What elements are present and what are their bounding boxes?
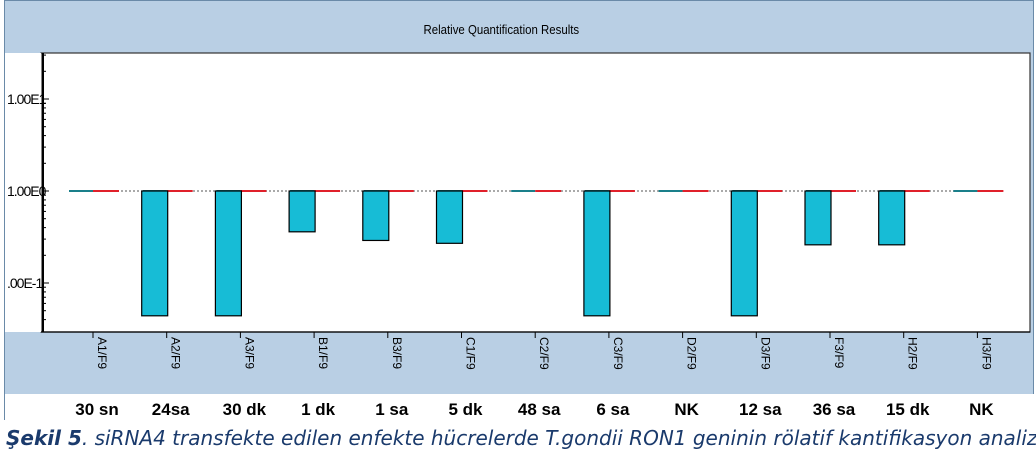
plot-area <box>40 52 1031 333</box>
x-tick-label: C3/F9 <box>611 337 625 370</box>
bottom-label: 36 sa <box>813 400 856 419</box>
bottom-label: 12 sa <box>739 400 782 419</box>
bar <box>362 190 390 242</box>
x-tick-label: B3/F9 <box>390 337 404 369</box>
bottom-label: 1 sa <box>375 400 409 419</box>
bottom-label: 6 sa <box>596 400 630 419</box>
x-tick-label: H2/F9 <box>906 337 920 370</box>
bottom-label: 1 dk <box>301 400 336 419</box>
caption-text: . siRNA4 transfekte edilen enfekte hücre… <box>81 426 1036 450</box>
bottom-label: 48 sa <box>518 400 561 419</box>
x-tick-label: A3/F9 <box>242 337 256 369</box>
bar <box>583 190 611 317</box>
bar <box>878 190 906 246</box>
x-tick-label: D2/F9 <box>685 337 699 370</box>
x-tick-label: C1/F9 <box>464 337 478 370</box>
x-tick-label: D3/F9 <box>758 337 772 370</box>
bars <box>141 190 906 317</box>
y-tick-label: 1.00E0 <box>7 183 47 199</box>
bar <box>435 190 464 244</box>
bar <box>141 190 169 317</box>
figure-caption: Şekil 5. siRNA4 transfekte edilen enfekt… <box>6 426 1036 450</box>
bottom-labels: 30 sn 24sa 30 dk 1 dk 1 sa 5 dk 48 sa 6 sa NK 12 … <box>75 400 994 419</box>
y-axis-label-strip <box>5 53 41 332</box>
bottom-label: 24sa <box>152 400 190 419</box>
y-tick-label: .00E-1 <box>7 275 43 291</box>
bottom-label-strip <box>5 394 1035 421</box>
bottom-label: 15 dk <box>886 400 930 419</box>
x-tick-label: F3/F9 <box>832 337 846 369</box>
x-tick-label: A1/F9 <box>95 337 109 369</box>
x-tick-label: C2/F9 <box>537 337 551 370</box>
bottom-label: NK <box>674 400 699 419</box>
bottom-label: NK <box>969 400 994 419</box>
x-tick-label: H3/F9 <box>979 337 993 370</box>
x-tick-label: A2/F9 <box>169 337 183 369</box>
bottom-label: 30 sn <box>75 400 118 419</box>
x-tick-label: B1/F9 <box>316 337 330 369</box>
x-tick-marks <box>92 332 978 338</box>
y-tick-labels: 1.00E1 1.00E0 .00E-1 <box>7 91 48 291</box>
chart-title: Relative Quantification Results <box>423 22 579 37</box>
bar <box>214 190 242 317</box>
x-tick-labels: A1/F9 A2/F9 A3/F9 B1/F9 B3/F9 C1/F9 C2/F9 C3/F9… <box>95 337 993 370</box>
bottom-label: 5 dk <box>448 400 483 419</box>
bottom-label: 30 dk <box>223 400 267 419</box>
y-tick-label: 1.00E1 <box>7 91 47 107</box>
caption-label: Şekil 5 <box>6 426 82 450</box>
chart-panel: Relative Quantification Results 1.00E1 1.… <box>4 0 1035 421</box>
bar <box>730 190 758 317</box>
relative-quantification-chart: Relative Quantification Results 1.00E11.… <box>5 22 1035 421</box>
bar <box>288 190 316 233</box>
bar <box>804 190 832 246</box>
y-minor-ticks <box>43 54 49 321</box>
